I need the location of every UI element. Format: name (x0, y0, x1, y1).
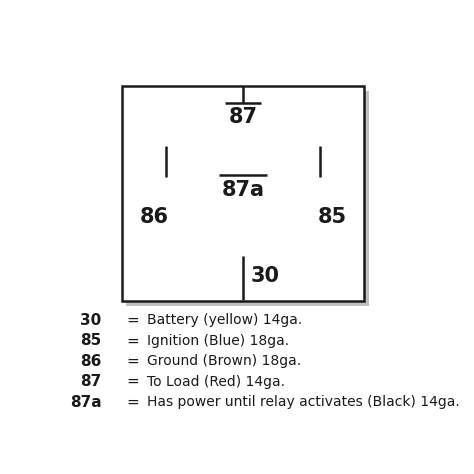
Text: 86: 86 (80, 354, 101, 369)
Text: =: = (127, 374, 139, 389)
Text: Battery (yellow) 14ga.: Battery (yellow) 14ga. (147, 313, 303, 328)
Text: =: = (127, 313, 139, 328)
Text: =: = (127, 354, 139, 369)
Text: 30: 30 (250, 266, 279, 286)
Text: =: = (127, 395, 139, 410)
Text: =: = (127, 333, 139, 348)
Text: Has power until relay activates (Black) 14ga.: Has power until relay activates (Black) … (147, 395, 460, 409)
Bar (122, 86, 364, 301)
Text: 86: 86 (139, 208, 169, 228)
Text: 87: 87 (228, 107, 257, 127)
Text: 87a: 87a (221, 180, 264, 200)
Text: 87: 87 (80, 374, 101, 389)
Bar (127, 91, 369, 306)
Text: To Load (Red) 14ga.: To Load (Red) 14ga. (147, 375, 285, 389)
Text: 87a: 87a (70, 395, 101, 410)
Text: 85: 85 (80, 333, 101, 348)
Text: Ground (Brown) 18ga.: Ground (Brown) 18ga. (147, 354, 301, 368)
Text: Ignition (Blue) 18ga.: Ignition (Blue) 18ga. (147, 334, 290, 348)
Text: 85: 85 (317, 208, 346, 228)
Text: 30: 30 (80, 313, 101, 328)
